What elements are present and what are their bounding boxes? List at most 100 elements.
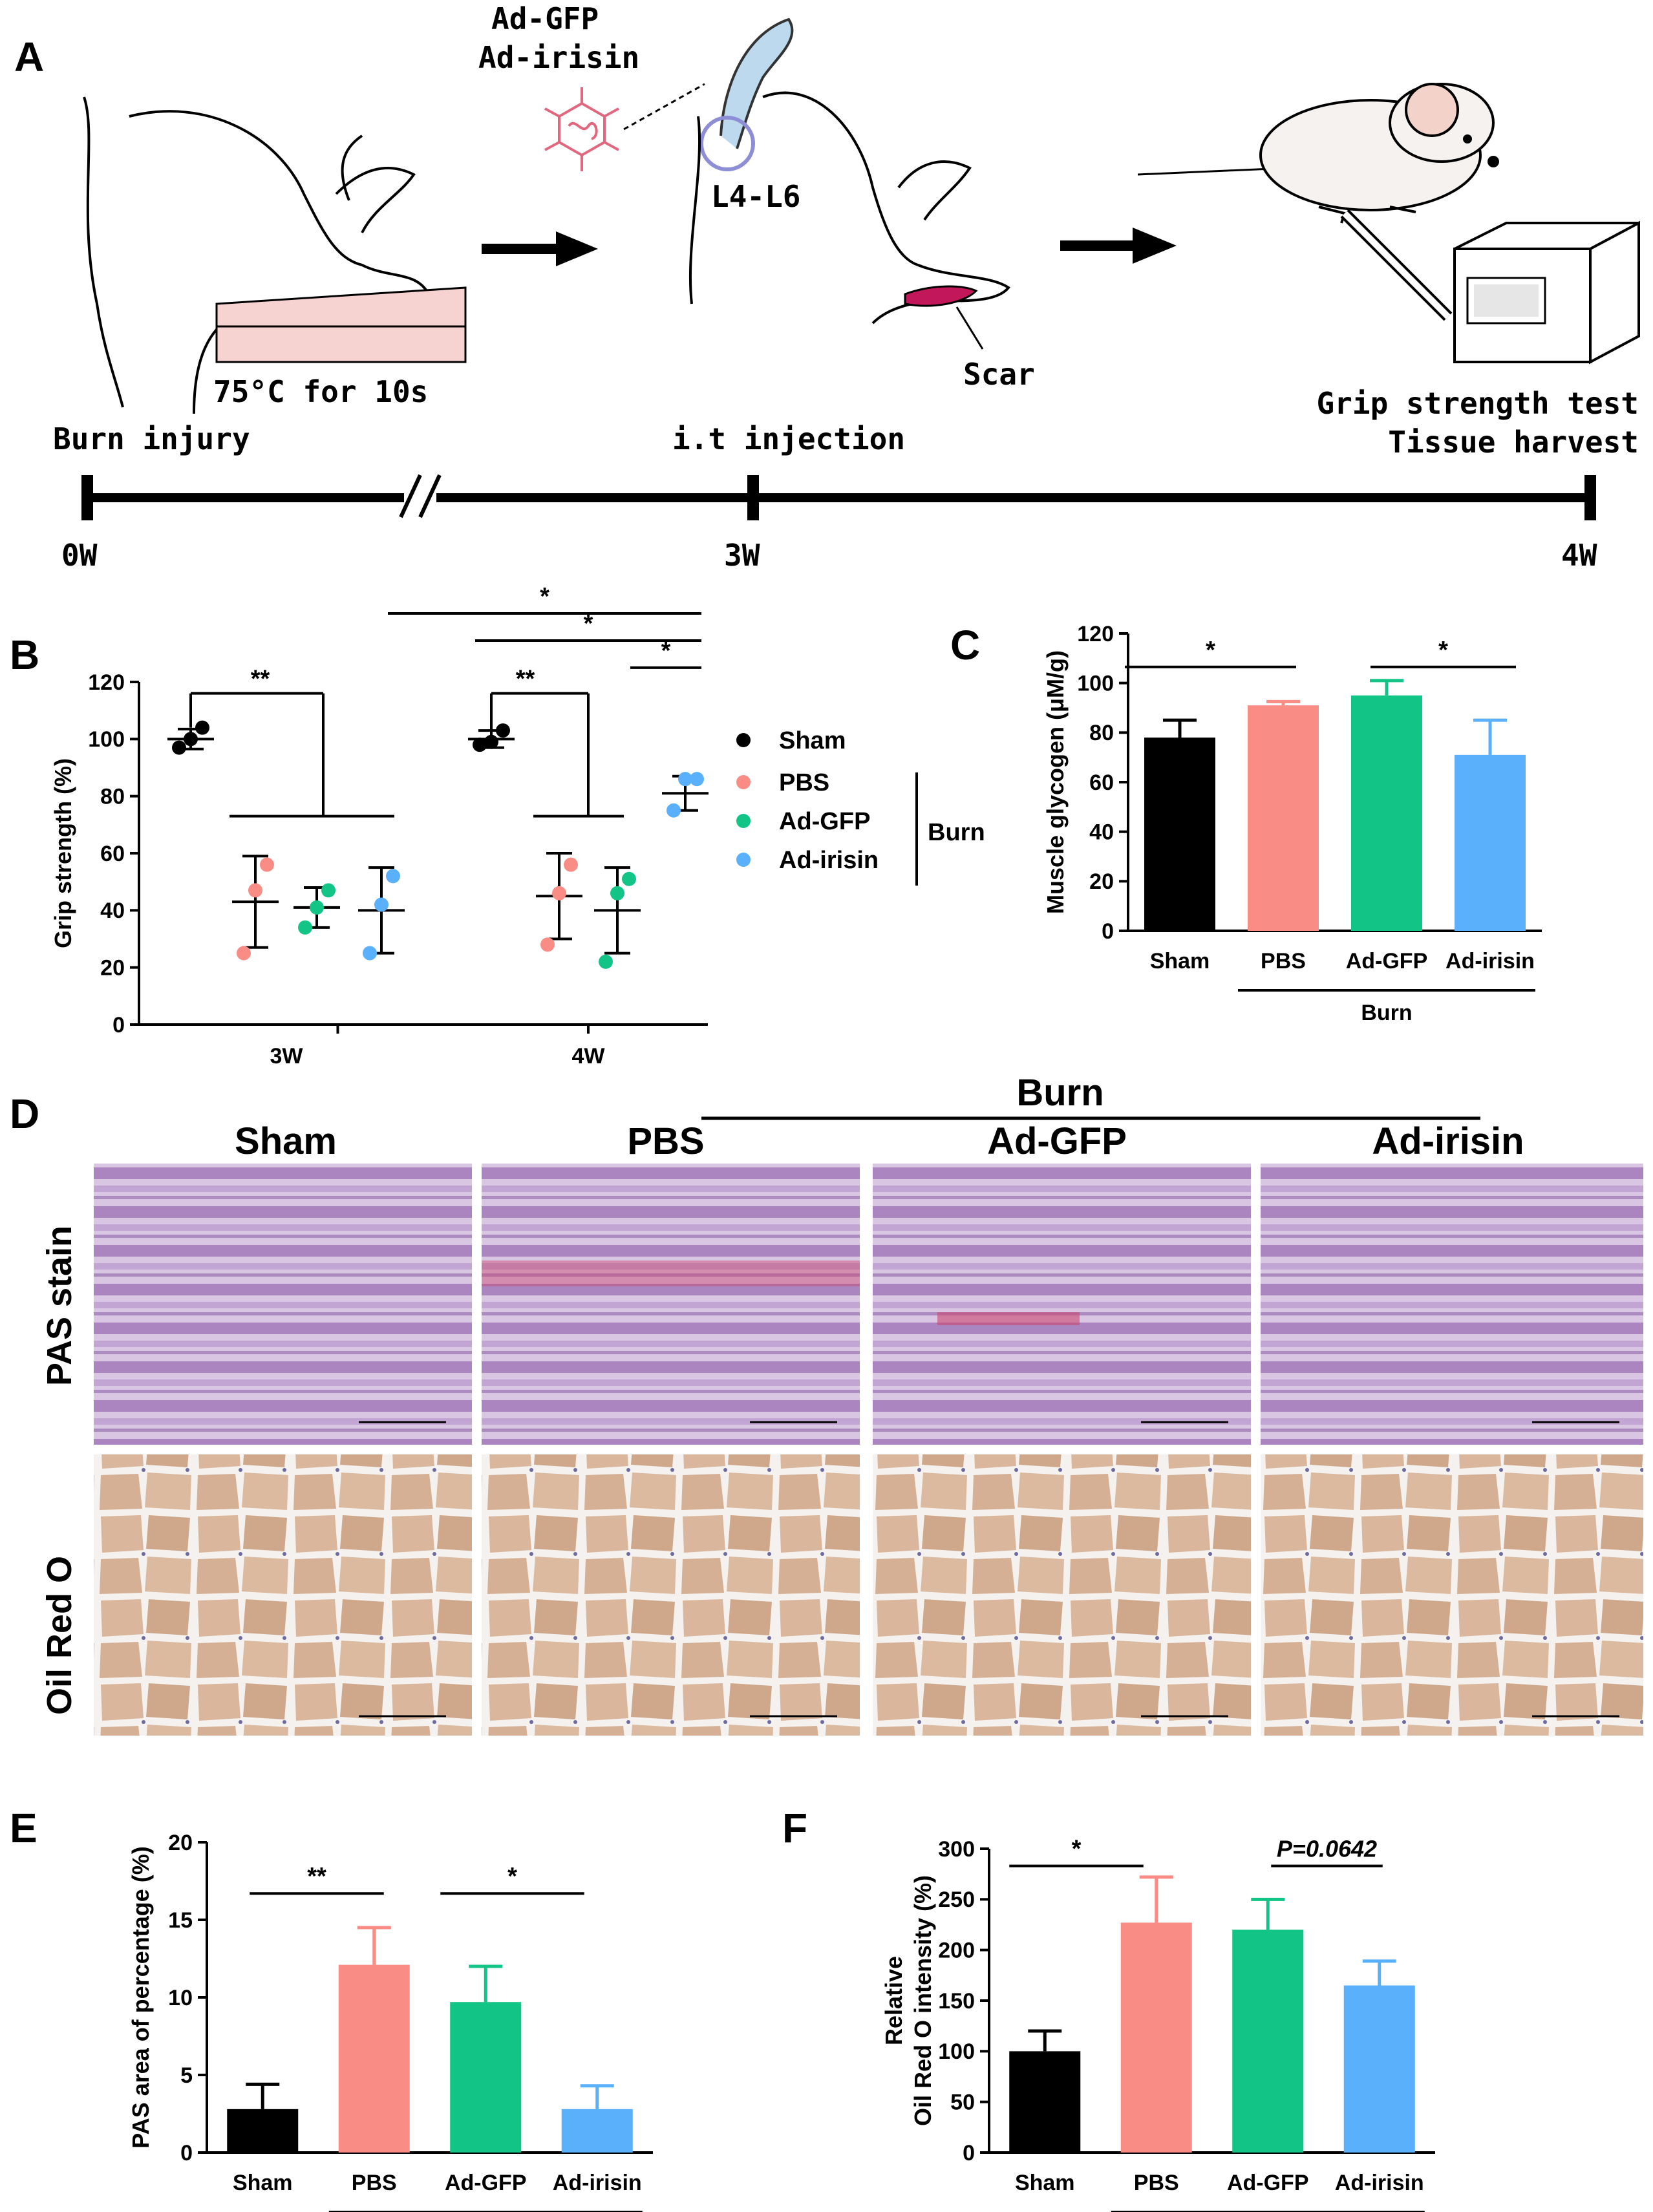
x-tick-label: Ad-irisin (1445, 949, 1535, 973)
y-axis-label: PAS area of percentage (%) (127, 1846, 154, 2148)
legend-label: Sham (779, 727, 846, 754)
time-0w: 0W (61, 538, 98, 573)
bar-ad-gfp (1232, 1930, 1304, 2153)
x-tick-label: Sham (1150, 949, 1210, 973)
panel-label-d: D (10, 1090, 39, 1137)
significance-label: * (1206, 637, 1215, 664)
significance-label: ** (516, 666, 535, 693)
point-ad-irisin (386, 869, 400, 884)
time-3w: 3W (724, 538, 760, 573)
legend-label: Ad-GFP (779, 808, 870, 835)
step-tissue-harvest: Tissue harvest (1388, 425, 1639, 460)
vector-label-1: Ad-GFP (491, 1, 599, 36)
point-sham (496, 723, 510, 738)
legend-label: Ad-irisin (779, 847, 879, 874)
y-axis-label-line1: Relative (880, 1956, 907, 2045)
significance-label: * (540, 583, 549, 610)
bar-sham (227, 2109, 299, 2153)
legend-group-label: Burn (928, 819, 985, 846)
significance-label: * (661, 637, 671, 665)
oil-image-adirisin (1261, 1454, 1643, 1736)
legend-marker-ad-gfp (736, 814, 751, 828)
oil-image-sham (94, 1454, 472, 1736)
point-ad-gfp (321, 883, 336, 898)
y-tick-label: 0 (1102, 919, 1114, 944)
pas-stain-intense (482, 1260, 860, 1286)
injection-path (623, 83, 705, 131)
y-tick-label: 100 (88, 727, 125, 752)
x-tick-label: Ad-GFP (1227, 2171, 1309, 2195)
x-tick-label: Ad-GFP (1346, 949, 1428, 973)
pas-image-pbs (482, 1164, 860, 1445)
adenovirus-icon (544, 87, 619, 171)
panel-label-e: E (10, 1805, 37, 1851)
arrow-right-icon (482, 231, 598, 266)
y-axis-label-line2: Oil Red O intensity (%) (910, 1875, 936, 2126)
hot-plate (215, 325, 467, 363)
point-ad-irisin (667, 803, 681, 818)
y-tick-label: 120 (1077, 622, 1114, 646)
y-axis-label: Muscle glycogen (μM/g) (1042, 650, 1069, 914)
mouse-icon (1137, 83, 1499, 224)
y-tick-label: 50 (950, 2090, 975, 2115)
point-pbs (248, 883, 262, 898)
y-tick-label: 120 (88, 670, 125, 695)
vector-label-2: Ad-irisin (478, 40, 639, 75)
legend-label: PBS (779, 769, 829, 796)
y-tick-label: 200 (938, 1939, 975, 1963)
point-sham (184, 732, 198, 747)
point-sham (195, 720, 209, 735)
chart-c-muscle-glycogen: 0 20 40 60 80 100 120 Sham PBS Ad-GFP Ad-irisin Bur… (1042, 622, 1542, 1025)
col-label-adgfp: Ad-GFP (987, 1120, 1127, 1162)
y-tick-label: 0 (963, 2141, 975, 2165)
y-tick-label: 5 (180, 2063, 193, 2088)
panel-a: A 75°C for 10s Ad-GFP Ad-irisin L4 (14, 1, 1640, 573)
scar-pointer (955, 306, 984, 350)
panel-d-histology: Burn Sham PBS Ad-GFP Ad-irisin PAS stain… (40, 1072, 1643, 1736)
pas-image-sham (94, 1164, 472, 1445)
row-label-oil: Oil Red O (40, 1556, 79, 1715)
point-sham (484, 734, 498, 749)
point-sham (473, 738, 487, 752)
col-label-adirisin: Ad-irisin (1372, 1120, 1524, 1162)
row-label-pas: PAS stain (40, 1226, 79, 1386)
x-tick-label: PBS (1261, 949, 1306, 973)
y-tick-label: 0 (180, 2141, 193, 2165)
y-tick-label: 150 (938, 1989, 975, 2014)
y-tick-label: 0 (112, 1013, 125, 1037)
point-sham (172, 740, 186, 755)
y-tick-label: 10 (168, 1986, 193, 2010)
significance-label: * (1438, 637, 1448, 664)
y-tick-label: 80 (100, 785, 125, 809)
y-tick-label: 60 (100, 842, 125, 866)
pas-image-adirisin (1261, 1164, 1643, 1445)
point-pbs (260, 857, 274, 872)
y-tick-label: 80 (1089, 721, 1114, 745)
y-tick-label: 15 (168, 1908, 193, 1933)
point-ad-gfp (310, 900, 324, 915)
chart-f-oil-red-o: 0 50 100 150 200 250 300 Sham PBS Ad-GFP Ad-irisin… (880, 1836, 1435, 2212)
step-injection: i.t injection (672, 421, 905, 456)
point-pbs (564, 857, 578, 872)
x-tick-label: Ad-irisin (1335, 2171, 1424, 2195)
y-tick-label: 20 (1089, 869, 1114, 894)
point-ad-gfp (610, 886, 624, 900)
bar-ad-irisin (561, 2109, 633, 2153)
bar-pbs (1248, 705, 1319, 931)
x-tick-label: Sham (233, 2171, 293, 2195)
point-ad-gfp (622, 871, 636, 886)
step-grip-test: Grip strength test (1317, 386, 1639, 421)
bar-pbs (1120, 1922, 1192, 2153)
bar-sham (1144, 738, 1215, 931)
time-4w: 4W (1561, 538, 1597, 573)
oil-image-adgfp (873, 1454, 1251, 1736)
y-tick-label: 40 (100, 899, 125, 923)
timeline-axis (81, 474, 1596, 520)
oil-image-pbs (482, 1454, 860, 1736)
significance-label: * (1072, 1836, 1082, 1863)
scar-illustration (904, 285, 978, 307)
point-ad-irisin (363, 946, 377, 961)
